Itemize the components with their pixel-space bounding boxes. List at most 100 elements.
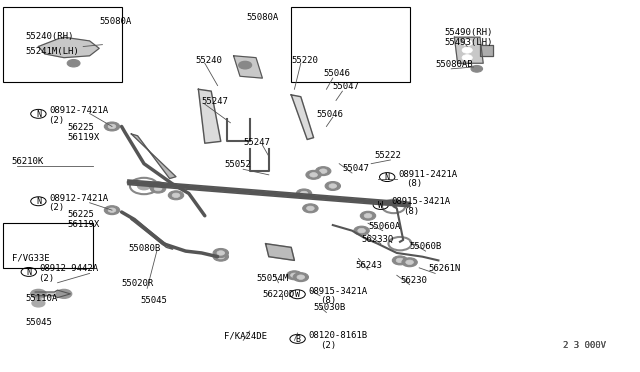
- Circle shape: [217, 254, 225, 259]
- Circle shape: [303, 204, 318, 213]
- Text: (8): (8): [320, 296, 336, 305]
- Polygon shape: [131, 134, 176, 179]
- Circle shape: [306, 170, 321, 179]
- Text: 55030B: 55030B: [314, 304, 346, 312]
- Text: 55220: 55220: [291, 56, 318, 65]
- Polygon shape: [480, 45, 493, 56]
- Bar: [3, 7, 122, 82]
- Text: (2): (2): [48, 203, 64, 212]
- Circle shape: [104, 122, 120, 131]
- Text: 56225: 56225: [67, 123, 94, 132]
- Circle shape: [396, 258, 404, 263]
- Text: (2): (2): [48, 116, 64, 125]
- Text: 55110A: 55110A: [26, 294, 58, 303]
- Circle shape: [402, 258, 417, 267]
- Circle shape: [360, 211, 376, 220]
- Text: 56210K: 56210K: [12, 157, 44, 166]
- Polygon shape: [131, 219, 173, 249]
- Text: 56119X: 56119X: [67, 220, 99, 229]
- Circle shape: [104, 206, 120, 215]
- Text: 55054M: 55054M: [256, 274, 288, 283]
- Text: 55060A: 55060A: [368, 222, 400, 231]
- Polygon shape: [38, 37, 99, 58]
- Text: 08120-8161B: 08120-8161B: [308, 331, 367, 340]
- Text: 55045: 55045: [141, 296, 168, 305]
- Circle shape: [354, 226, 369, 235]
- Circle shape: [307, 206, 314, 211]
- Circle shape: [213, 252, 228, 261]
- Circle shape: [296, 189, 312, 198]
- Text: 55046: 55046: [317, 110, 344, 119]
- Circle shape: [32, 299, 45, 307]
- Text: F/KA24DE: F/KA24DE: [224, 331, 267, 340]
- Text: 55080A: 55080A: [99, 17, 131, 26]
- Text: (2): (2): [38, 274, 54, 283]
- Text: 55045: 55045: [26, 318, 52, 327]
- Text: 55047: 55047: [333, 82, 360, 91]
- Text: 56233Q: 56233Q: [362, 235, 394, 244]
- Circle shape: [358, 228, 365, 233]
- Polygon shape: [266, 244, 294, 260]
- Circle shape: [329, 184, 337, 188]
- Text: N: N: [36, 110, 41, 119]
- Text: 08915-3421A: 08915-3421A: [392, 198, 451, 206]
- Text: 55046: 55046: [323, 69, 350, 78]
- Circle shape: [168, 191, 184, 200]
- Text: 55240(RH): 55240(RH): [26, 32, 74, 41]
- Circle shape: [462, 40, 472, 46]
- Circle shape: [297, 275, 305, 279]
- Circle shape: [293, 273, 308, 282]
- Text: 55080A: 55080A: [246, 13, 278, 22]
- Circle shape: [213, 248, 228, 257]
- Circle shape: [287, 271, 302, 280]
- Circle shape: [239, 61, 252, 69]
- Text: B: B: [295, 335, 300, 344]
- Polygon shape: [234, 56, 262, 78]
- Circle shape: [300, 191, 308, 196]
- Circle shape: [138, 182, 150, 190]
- Text: 55241M(LH): 55241M(LH): [26, 47, 79, 56]
- Text: W: W: [378, 201, 383, 210]
- Circle shape: [462, 47, 472, 53]
- Text: 2 3 000V: 2 3 000V: [563, 341, 606, 350]
- Circle shape: [217, 251, 225, 255]
- Circle shape: [172, 193, 180, 198]
- Bar: [291, 7, 410, 82]
- Text: 08912-9442A: 08912-9442A: [40, 264, 99, 273]
- Circle shape: [310, 173, 317, 177]
- Text: 08912-7421A: 08912-7421A: [49, 194, 108, 203]
- Circle shape: [319, 169, 327, 173]
- Text: (2): (2): [320, 341, 336, 350]
- Text: 55493(LH): 55493(LH): [445, 38, 493, 46]
- Text: 56225: 56225: [67, 211, 94, 219]
- Text: 55240: 55240: [195, 56, 222, 65]
- Circle shape: [153, 184, 161, 188]
- Circle shape: [56, 289, 72, 298]
- Text: N: N: [385, 173, 390, 182]
- Text: F/VG33E: F/VG33E: [12, 253, 49, 262]
- Text: N: N: [36, 197, 41, 206]
- Circle shape: [154, 186, 162, 191]
- Text: 56243: 56243: [355, 261, 382, 270]
- Circle shape: [392, 256, 408, 265]
- Polygon shape: [291, 95, 314, 140]
- Circle shape: [316, 167, 331, 176]
- Text: 55047: 55047: [342, 164, 369, 173]
- Text: (8): (8): [406, 179, 422, 188]
- Text: 55080AB: 55080AB: [435, 60, 473, 69]
- Text: 2 3 000V: 2 3 000V: [563, 341, 606, 350]
- Text: 55247: 55247: [202, 97, 228, 106]
- Polygon shape: [198, 89, 221, 143]
- Text: 55052: 55052: [224, 160, 251, 169]
- Circle shape: [31, 289, 46, 298]
- Text: 56230: 56230: [400, 276, 427, 285]
- Circle shape: [149, 182, 164, 190]
- Circle shape: [67, 60, 80, 67]
- Circle shape: [108, 208, 116, 212]
- Circle shape: [291, 273, 298, 278]
- Text: W: W: [295, 290, 300, 299]
- Bar: [3, 223, 93, 268]
- Polygon shape: [35, 290, 70, 298]
- Text: 55490(RH): 55490(RH): [445, 28, 493, 37]
- Circle shape: [406, 260, 413, 264]
